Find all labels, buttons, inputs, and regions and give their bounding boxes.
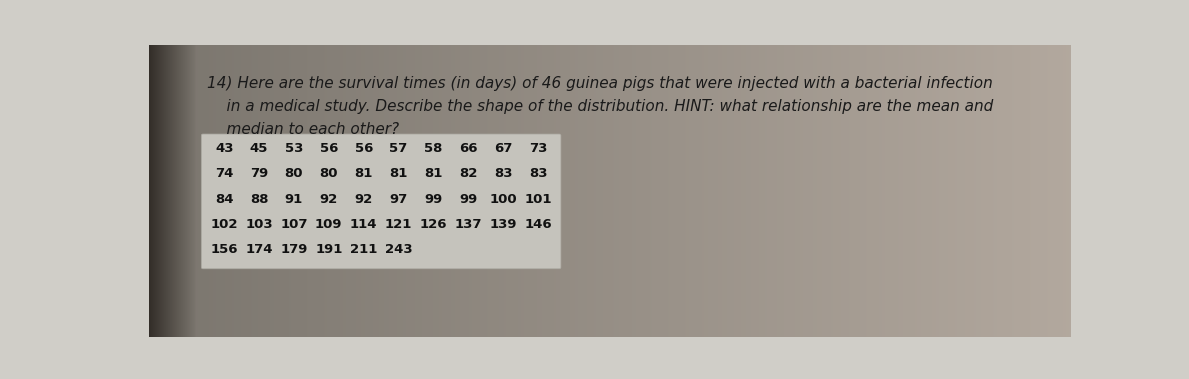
Text: 92: 92 — [320, 193, 338, 205]
Text: 91: 91 — [285, 193, 303, 205]
Text: 243: 243 — [385, 243, 413, 257]
Text: 80: 80 — [284, 167, 303, 180]
Text: 67: 67 — [493, 142, 512, 155]
Text: 97: 97 — [390, 193, 408, 205]
Text: 174: 174 — [245, 243, 272, 257]
Text: 81: 81 — [389, 167, 408, 180]
Text: 58: 58 — [424, 142, 442, 155]
Text: 79: 79 — [250, 167, 269, 180]
Text: 45: 45 — [250, 142, 269, 155]
Text: 84: 84 — [215, 193, 233, 205]
Text: 139: 139 — [490, 218, 517, 231]
Text: 73: 73 — [529, 142, 547, 155]
Text: 101: 101 — [524, 193, 552, 205]
Text: 137: 137 — [454, 218, 482, 231]
Text: 92: 92 — [354, 193, 373, 205]
Text: 146: 146 — [524, 218, 552, 231]
Text: 56: 56 — [320, 142, 338, 155]
Text: 82: 82 — [459, 167, 478, 180]
Text: 66: 66 — [459, 142, 478, 155]
Text: 88: 88 — [250, 193, 269, 205]
Text: 191: 191 — [315, 243, 342, 257]
Text: 156: 156 — [210, 243, 238, 257]
Text: 80: 80 — [320, 167, 338, 180]
Text: 100: 100 — [490, 193, 517, 205]
Text: 43: 43 — [215, 142, 233, 155]
Text: 83: 83 — [529, 167, 547, 180]
Text: 99: 99 — [459, 193, 478, 205]
Text: 179: 179 — [281, 243, 308, 257]
Text: 14) Here are the survival times (in days) of 46 guinea pigs that were injected w: 14) Here are the survival times (in days… — [207, 75, 993, 91]
Text: 121: 121 — [385, 218, 413, 231]
Text: 53: 53 — [284, 142, 303, 155]
Text: median to each other?: median to each other? — [207, 122, 398, 137]
FancyBboxPatch shape — [201, 134, 561, 269]
Text: 57: 57 — [390, 142, 408, 155]
Text: 83: 83 — [493, 167, 512, 180]
Text: in a medical study. Describe the shape of the distribution. HINT: what relations: in a medical study. Describe the shape o… — [207, 99, 993, 114]
Text: 114: 114 — [350, 218, 377, 231]
Text: 109: 109 — [315, 218, 342, 231]
Text: 103: 103 — [245, 218, 272, 231]
Text: 99: 99 — [424, 193, 442, 205]
Text: 211: 211 — [350, 243, 377, 257]
Text: 102: 102 — [210, 218, 238, 231]
Text: 56: 56 — [354, 142, 373, 155]
Text: 126: 126 — [420, 218, 447, 231]
Text: 107: 107 — [281, 218, 308, 231]
Text: 74: 74 — [215, 167, 233, 180]
Text: 81: 81 — [424, 167, 442, 180]
Text: 81: 81 — [354, 167, 373, 180]
